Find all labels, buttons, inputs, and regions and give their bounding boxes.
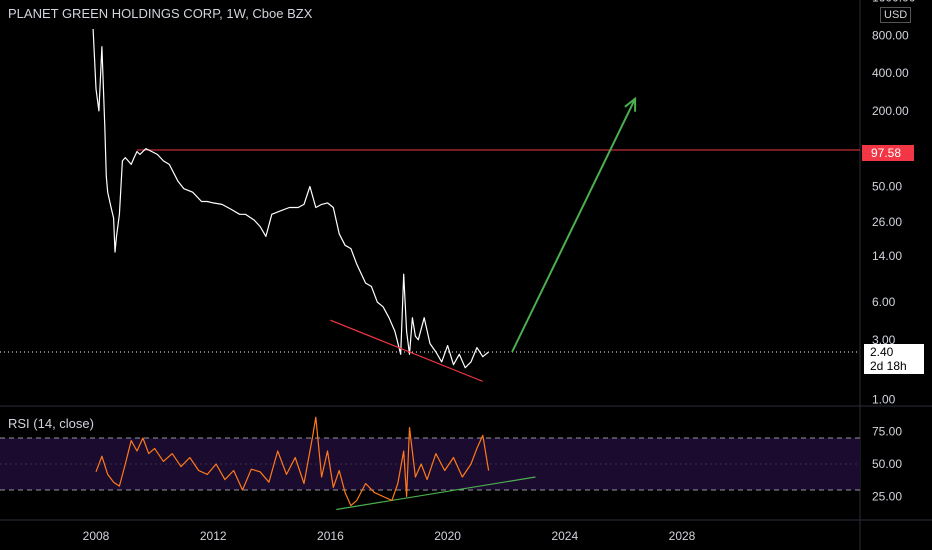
price-line <box>92 28 489 369</box>
price-axis-tick: 50.00 <box>872 179 902 193</box>
price-axis-tick: 400.00 <box>872 66 909 80</box>
price-axis-tick: 200.00 <box>872 104 909 118</box>
currency-badge[interactable]: USD <box>880 7 912 23</box>
price-axis-tick: 1600.00 <box>872 0 916 5</box>
price-axis-tick: 26.00 <box>872 215 902 229</box>
time-axis-tick: 2024 <box>551 529 578 543</box>
price-axis-tick: 1.00 <box>872 393 896 407</box>
time-axis-tick: 2028 <box>669 529 696 543</box>
rsi-series-layer <box>95 416 490 507</box>
rsi-axis-tick: 50.00 <box>872 457 902 471</box>
resistance-layer <box>0 149 860 353</box>
rsi-line <box>95 416 490 507</box>
price-series-layer <box>92 28 489 369</box>
bar-countdown: 2d 18h <box>870 359 907 373</box>
forecast-arrow[interactable] <box>511 98 637 353</box>
last-price-label: 2.40 2d 18h <box>864 344 924 374</box>
support-trendline[interactable] <box>330 319 483 382</box>
time-axis-tick: 2020 <box>434 529 461 543</box>
resistance-price-label: 97.58 <box>862 145 914 161</box>
chart-title: PLANET GREEN HOLDINGS CORP, 1W, Cboe BZX <box>8 6 313 21</box>
price-axis-tick: 3.00 <box>872 333 896 347</box>
price-axis-tick: 14.00 <box>872 249 902 263</box>
time-axis-tick: 2008 <box>83 529 110 543</box>
rsi-axis-tick: 75.00 <box>872 425 902 439</box>
time-axis-tick: 2016 <box>317 529 344 543</box>
rsi-trendline[interactable] <box>336 476 536 511</box>
rsi-axis-tick: 25.00 <box>872 490 902 504</box>
time-axis-tick: 2012 <box>200 529 227 543</box>
forecast-arrowhead[interactable] <box>624 96 637 112</box>
axis-labels-layer: 1600.00 800.00 400.00 200.00 50.00 26.00 14.00… <box>83 0 916 543</box>
drawings-layer[interactable] <box>330 96 637 511</box>
price-axis-tick: 6.00 <box>872 295 896 309</box>
rsi-indicator-label[interactable]: RSI (14, close) <box>8 416 94 431</box>
rsi-band-lines <box>0 437 860 491</box>
last-price-value: 2.40 <box>870 345 894 359</box>
price-axis-tick: 800.00 <box>872 28 909 42</box>
